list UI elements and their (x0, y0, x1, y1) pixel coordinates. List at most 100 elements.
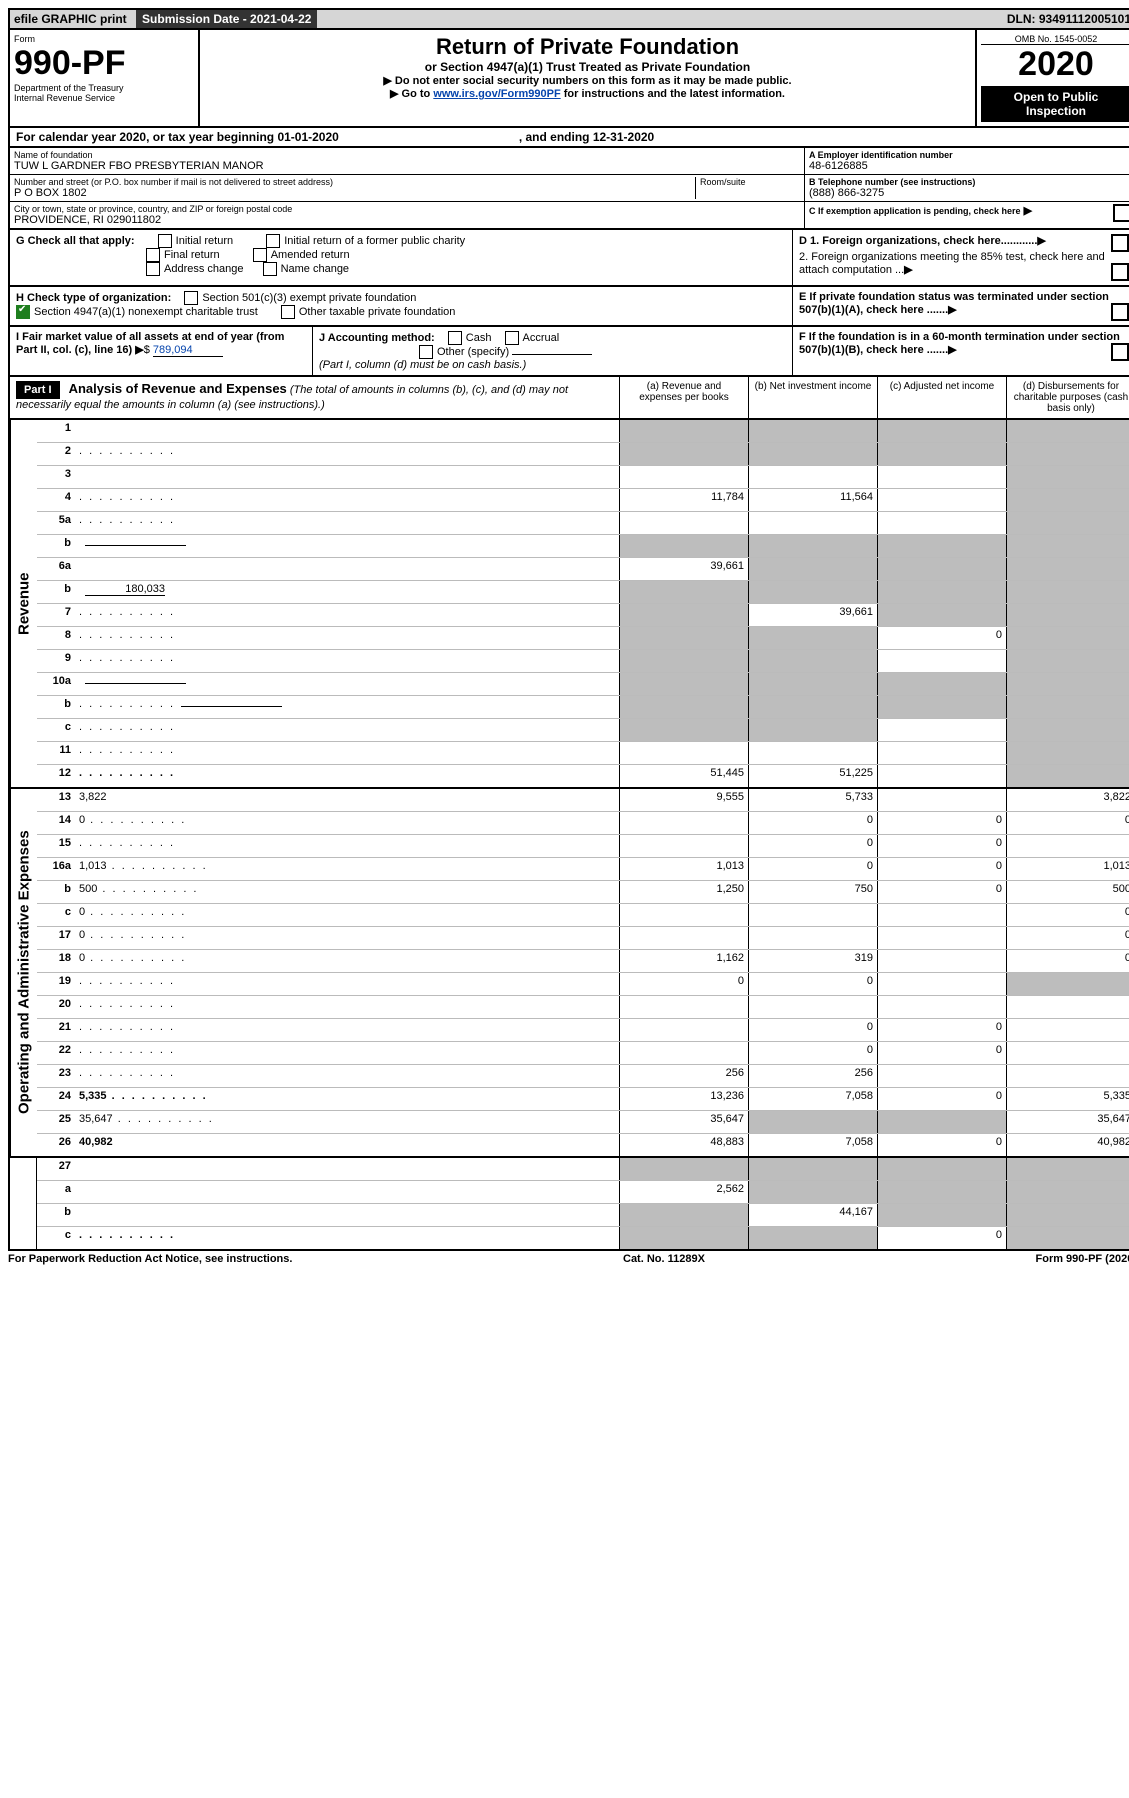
line-value-d (1006, 1158, 1129, 1180)
line-value-d: 1,013 (1006, 858, 1129, 880)
efile-label: efile GRAPHIC print (14, 12, 127, 26)
line-value-a (619, 812, 748, 834)
table-row: b180,033 (37, 581, 1129, 604)
table-row: 1801,1623190 (37, 950, 1129, 973)
line-value-a (619, 1158, 748, 1180)
section-g-d: G Check all that apply: Initial return I… (8, 230, 1129, 287)
line-value-a (619, 696, 748, 718)
g-address-cb[interactable] (146, 262, 160, 276)
line-number: b (37, 696, 77, 718)
line-value-b (748, 1158, 877, 1180)
line-value-d (1006, 1181, 1129, 1203)
submission-date: Submission Date - 2021-04-22 (136, 10, 317, 28)
line-number: 18 (37, 950, 77, 972)
line-value-a (619, 996, 748, 1018)
line-value-b (748, 627, 877, 649)
g-initial-former-cb[interactable] (266, 234, 280, 248)
line-value-d (1006, 765, 1129, 787)
line-value-c (877, 443, 1006, 465)
j-other-cb[interactable] (419, 345, 433, 359)
line-value-b (748, 742, 877, 764)
line-value-d (1006, 581, 1129, 603)
c-checkbox[interactable] (1113, 204, 1129, 222)
irs-label: Internal Revenue Service (14, 93, 194, 103)
subtract-section: 27a2,562b44,167c0 (8, 1158, 1129, 1251)
e-checkbox[interactable] (1111, 303, 1129, 321)
d2-checkbox[interactable] (1111, 263, 1129, 281)
line-value-d (1006, 558, 1129, 580)
line-value-b: 256 (748, 1065, 877, 1087)
dln: DLN: 93491112005101 (1007, 12, 1129, 26)
line-value-b: 7,058 (748, 1134, 877, 1156)
line-value-b (748, 420, 877, 442)
line-value-c (877, 1204, 1006, 1226)
h-4947-cb[interactable] (16, 305, 30, 319)
j-cash-cb[interactable] (448, 331, 462, 345)
line-number: 9 (37, 650, 77, 672)
line-number: 2 (37, 443, 77, 465)
j-accrual-cb[interactable] (505, 331, 519, 345)
line-description (77, 1065, 619, 1087)
revenue-section: Revenue 123411,78411,5645ab6a39,661b180,… (8, 420, 1129, 789)
part1-badge: Part I (16, 381, 60, 399)
line-value-b (748, 650, 877, 672)
line-value-b (748, 696, 877, 718)
line-value-c: 0 (877, 858, 1006, 880)
line-value-a: 48,883 (619, 1134, 748, 1156)
line-value-b (748, 558, 877, 580)
table-row: b5001,2507500500 (37, 881, 1129, 904)
line-number: a (37, 1181, 77, 1203)
line-value-c (877, 512, 1006, 534)
line-number: 23 (37, 1065, 77, 1087)
goto-pre: ▶ Go to (390, 88, 433, 100)
line-number: 14 (37, 812, 77, 834)
line-value-d: 500 (1006, 881, 1129, 903)
line-description: 180,033 (77, 581, 619, 603)
line-value-c: 0 (877, 835, 1006, 857)
line-description (77, 512, 619, 534)
g-final-cb[interactable] (146, 248, 160, 262)
h-501c3-cb[interactable] (184, 291, 198, 305)
d1-checkbox[interactable] (1111, 234, 1129, 252)
line-value-a (619, 742, 748, 764)
line-value-b: 0 (748, 835, 877, 857)
page-footer: For Paperwork Reduction Act Notice, see … (8, 1251, 1129, 1267)
line-value-c: 0 (877, 1227, 1006, 1249)
g-amended-cb[interactable] (253, 248, 267, 262)
line-number: 12 (37, 765, 77, 787)
line-value-a: 1,013 (619, 858, 748, 880)
arrow-icon: ▶ (1024, 205, 1032, 217)
h-other-cb[interactable] (281, 305, 295, 319)
line-description (77, 765, 619, 787)
line-value-c (877, 420, 1006, 442)
d2-label: 2. Foreign organizations meeting the 85%… (799, 251, 1105, 276)
table-row: 2 (37, 443, 1129, 466)
table-row: 1900 (37, 973, 1129, 996)
line-value-b (748, 1227, 877, 1249)
f-checkbox[interactable] (1111, 343, 1129, 361)
line-value-c: 0 (877, 627, 1006, 649)
g-initial-return: Initial return (176, 235, 233, 247)
table-row: b (37, 696, 1129, 719)
i-amount: 789,094 (153, 344, 223, 357)
g-initial-return-cb[interactable] (158, 234, 172, 248)
c-exemption-lbl: C If exemption application is pending, c… (809, 206, 1021, 216)
table-row: 739,661 (37, 604, 1129, 627)
line-description (77, 1042, 619, 1064)
line-number: 6a (37, 558, 77, 580)
table-row: c00 (37, 904, 1129, 927)
line-value-a: 13,236 (619, 1088, 748, 1110)
line-value-c (877, 950, 1006, 972)
line-value-a (619, 1227, 748, 1249)
line-number: 22 (37, 1042, 77, 1064)
table-row: 16a1,0131,013001,013 (37, 858, 1129, 881)
foundation-name-lbl: Name of foundation (14, 150, 800, 160)
form990pf-link[interactable]: www.irs.gov/Form990PF (433, 88, 560, 100)
h-501c3: Section 501(c)(3) exempt private foundat… (202, 292, 416, 304)
g-name-cb[interactable] (263, 262, 277, 276)
line-value-a (619, 581, 748, 603)
line-value-c (877, 765, 1006, 787)
line-description (77, 650, 619, 672)
line-value-d (1006, 673, 1129, 695)
line-description (77, 1227, 619, 1249)
